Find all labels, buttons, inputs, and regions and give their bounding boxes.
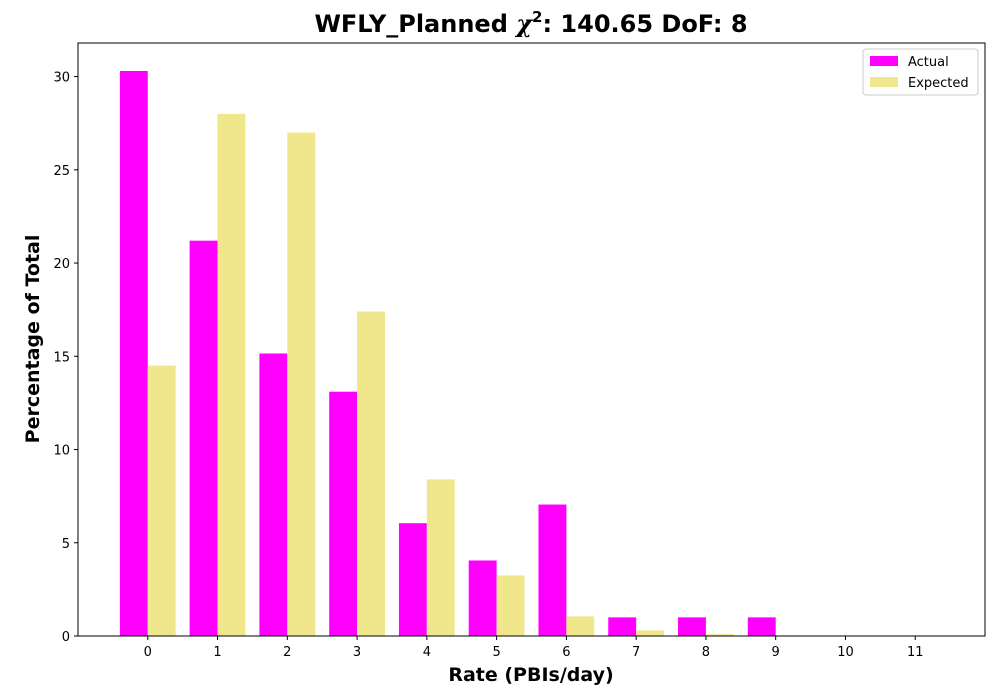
x-tick-label: 7 [632, 645, 640, 660]
x-tick-label: 5 [492, 645, 500, 660]
y-tick-label: 0 [62, 630, 70, 645]
bar-actual-6 [538, 504, 567, 636]
x-tick-label: 9 [772, 645, 780, 660]
y-tick-label: 20 [53, 257, 70, 272]
bars-layer [119, 70, 804, 637]
x-tick-label: 8 [702, 645, 710, 660]
y-tick-label: 25 [53, 164, 70, 179]
bar-expected-4 [426, 479, 455, 636]
bar-expected-0 [147, 365, 176, 636]
legend-label-expected: Expected [908, 76, 969, 91]
bar-actual-4 [398, 523, 427, 636]
x-tick-label: 1 [213, 645, 221, 660]
bar-actual-9 [747, 617, 776, 636]
x-tick-label: 3 [353, 645, 361, 660]
bar-actual-5 [468, 560, 497, 636]
y-tick-label: 10 [53, 444, 70, 459]
chart-title-sup: 2 [532, 8, 542, 26]
x-tick-label: 11 [907, 645, 924, 660]
plot-frame [77, 42, 986, 637]
bar-expected-5 [496, 575, 525, 636]
x-tick-label: 0 [144, 645, 152, 660]
legend-swatch-expected [870, 77, 898, 87]
x-axis-label: Rate (PBIs/day) [448, 664, 613, 686]
bar-actual-1 [189, 240, 218, 636]
x-tick-label: 6 [562, 645, 570, 660]
legend: Actual Expected [862, 48, 979, 96]
chart-title-rest: : 140.65 DoF: 8 [542, 10, 747, 38]
bar-expected-3 [357, 311, 385, 636]
y-tick-label: 15 [53, 350, 70, 365]
y-tick-label: 30 [53, 71, 70, 86]
bar-actual-8 [678, 617, 706, 636]
bar-expected-6 [566, 616, 595, 636]
legend-swatch-actual [870, 56, 898, 66]
bar-actual-2 [259, 353, 288, 636]
legend-label-actual: Actual [908, 55, 949, 70]
chart-title-main: WFLY_Planned [314, 10, 516, 38]
bar-actual-7 [608, 617, 637, 636]
bar-expected-7 [636, 630, 665, 636]
bar-actual-0 [119, 70, 148, 637]
y-axis-ticks: 0 5 10 15 20 25 30 [53, 71, 78, 645]
bar-expected-2 [287, 132, 316, 636]
bar-expected-1 [217, 113, 246, 636]
x-tick-label: 4 [423, 645, 431, 660]
y-axis-label: Percentage of Total [22, 235, 44, 444]
x-tick-label: 2 [283, 645, 291, 660]
x-axis-ticks: 0 1 2 3 4 5 6 7 8 9 10 11 [144, 636, 924, 660]
chart-title-chi: χ [514, 9, 533, 38]
bar-expected-8 [705, 634, 734, 636]
chart-title: WFLY_Planned χ2: 140.65 DoF: 8 [314, 8, 747, 38]
bar-actual-3 [329, 391, 358, 636]
x-tick-label: 10 [837, 645, 854, 660]
y-tick-label: 5 [62, 537, 70, 552]
